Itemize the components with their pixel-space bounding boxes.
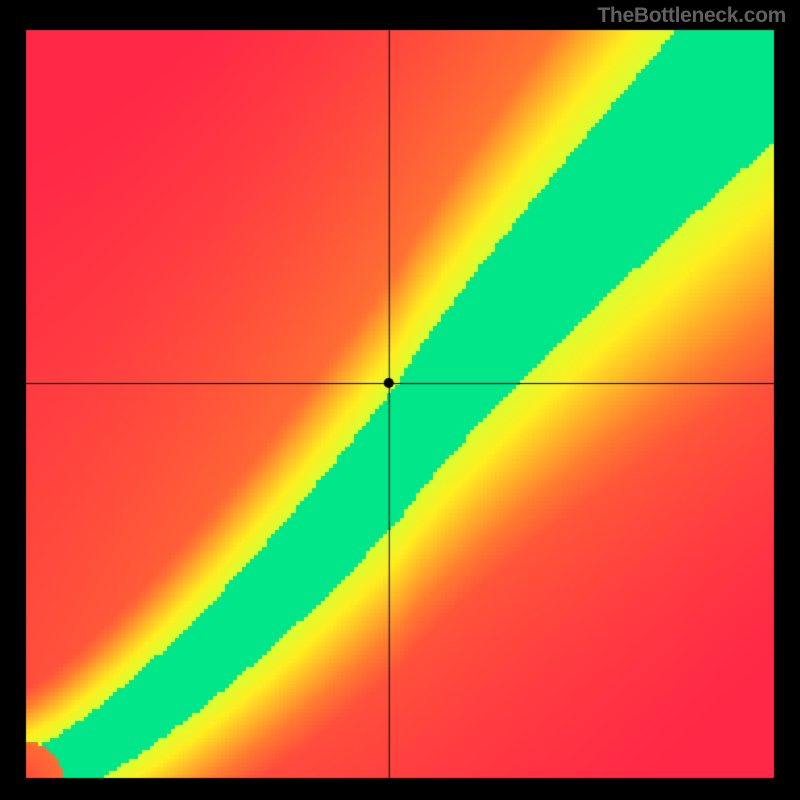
bottleneck-heatmap-canvas — [0, 0, 800, 800]
watermark-text: TheBottleneck.com — [597, 4, 786, 28]
root-container: TheBottleneck.com — [0, 0, 800, 800]
